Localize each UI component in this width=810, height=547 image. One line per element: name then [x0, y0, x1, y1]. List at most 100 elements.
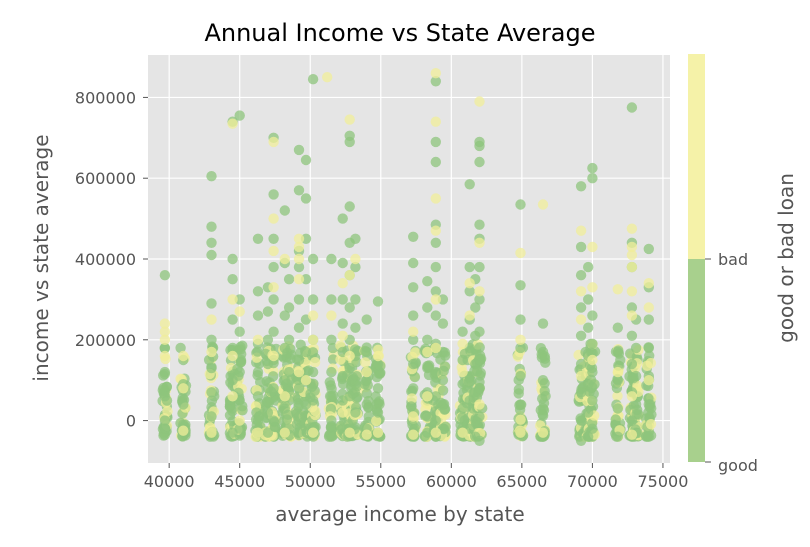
point-good [408, 231, 419, 242]
x-tick-label: 75000 [637, 472, 688, 491]
point-good [337, 294, 348, 305]
point-good [206, 237, 217, 248]
point-good [515, 280, 526, 291]
point-good [371, 415, 382, 427]
point-bad [178, 350, 189, 362]
point-good [372, 407, 384, 418]
point-bad [293, 233, 305, 244]
point-good [350, 294, 361, 305]
point-bad [422, 391, 433, 402]
point-good [583, 379, 594, 390]
point-bad [159, 326, 171, 337]
point-good [159, 366, 171, 378]
point-good [344, 362, 355, 374]
point-good [630, 399, 642, 410]
point-good [626, 330, 638, 341]
point-bad [337, 330, 348, 341]
point-bad [537, 427, 549, 438]
point-good [227, 342, 238, 354]
point-bad [307, 334, 319, 345]
point-good [612, 346, 623, 358]
point-good [422, 411, 433, 422]
point-good [515, 414, 526, 425]
point-bad [430, 427, 441, 438]
point-good [515, 314, 526, 325]
point-good [626, 302, 638, 313]
point-good [159, 391, 171, 402]
point-bad [408, 326, 419, 337]
point-good [430, 310, 441, 321]
point-bad [234, 415, 245, 426]
point-good [430, 286, 441, 297]
point-good [430, 136, 441, 148]
x-tick-label: 70000 [567, 472, 618, 491]
point-good [361, 346, 372, 358]
point-good [430, 237, 441, 248]
point-bad [293, 241, 305, 253]
point-good [645, 419, 657, 430]
point-good [350, 261, 361, 273]
point-good [643, 342, 654, 354]
point-bad [293, 253, 305, 265]
point-good [408, 334, 419, 345]
point-bad [252, 334, 264, 345]
point-good [159, 342, 171, 354]
point-good [300, 346, 312, 358]
point-good [575, 415, 587, 426]
point-good [227, 314, 238, 325]
point-good [206, 411, 217, 422]
point-good [307, 74, 319, 85]
point-good [279, 310, 290, 321]
point-good [307, 395, 319, 406]
point-good [422, 276, 433, 287]
point-bad [515, 334, 526, 345]
point-bad [474, 96, 485, 107]
point-good [474, 219, 485, 230]
point-bad [474, 342, 485, 353]
point-good [283, 274, 295, 285]
point-bad [227, 294, 238, 305]
point-bad [159, 350, 171, 362]
point-good [612, 390, 623, 402]
point-good [326, 366, 337, 378]
point-good [643, 314, 654, 325]
point-good [583, 322, 594, 333]
point-good [159, 415, 171, 426]
point-good [293, 322, 305, 333]
point-good [626, 102, 638, 113]
point-bad [626, 429, 638, 440]
point-bad [279, 391, 290, 402]
point-bad [410, 347, 421, 358]
point-good [575, 181, 587, 192]
colorbar-bad-segment [688, 54, 705, 259]
point-good [326, 391, 337, 402]
point-good [206, 221, 217, 232]
point-bad [430, 68, 441, 79]
point-bad [474, 399, 485, 410]
point-bad [279, 253, 290, 265]
colorbar-label-good: good [718, 456, 758, 475]
point-good [326, 383, 337, 395]
point-bad [326, 310, 337, 321]
point-bad [307, 310, 319, 321]
point-good [437, 399, 449, 410]
point-good [206, 362, 217, 374]
point-good [252, 366, 264, 378]
point-bad [178, 383, 189, 394]
point-good [337, 213, 348, 224]
point-good [235, 356, 247, 368]
point-good [430, 261, 441, 273]
point-good [293, 294, 305, 305]
point-bad [457, 338, 468, 349]
point-good [268, 261, 279, 273]
point-good [464, 261, 475, 273]
point-bad [539, 385, 550, 397]
point-good [474, 261, 485, 273]
point-bad [610, 414, 621, 425]
point-good [262, 334, 274, 345]
point-bad [293, 274, 305, 285]
point-bad [430, 225, 441, 236]
point-good [372, 383, 384, 394]
point-good [227, 403, 238, 414]
